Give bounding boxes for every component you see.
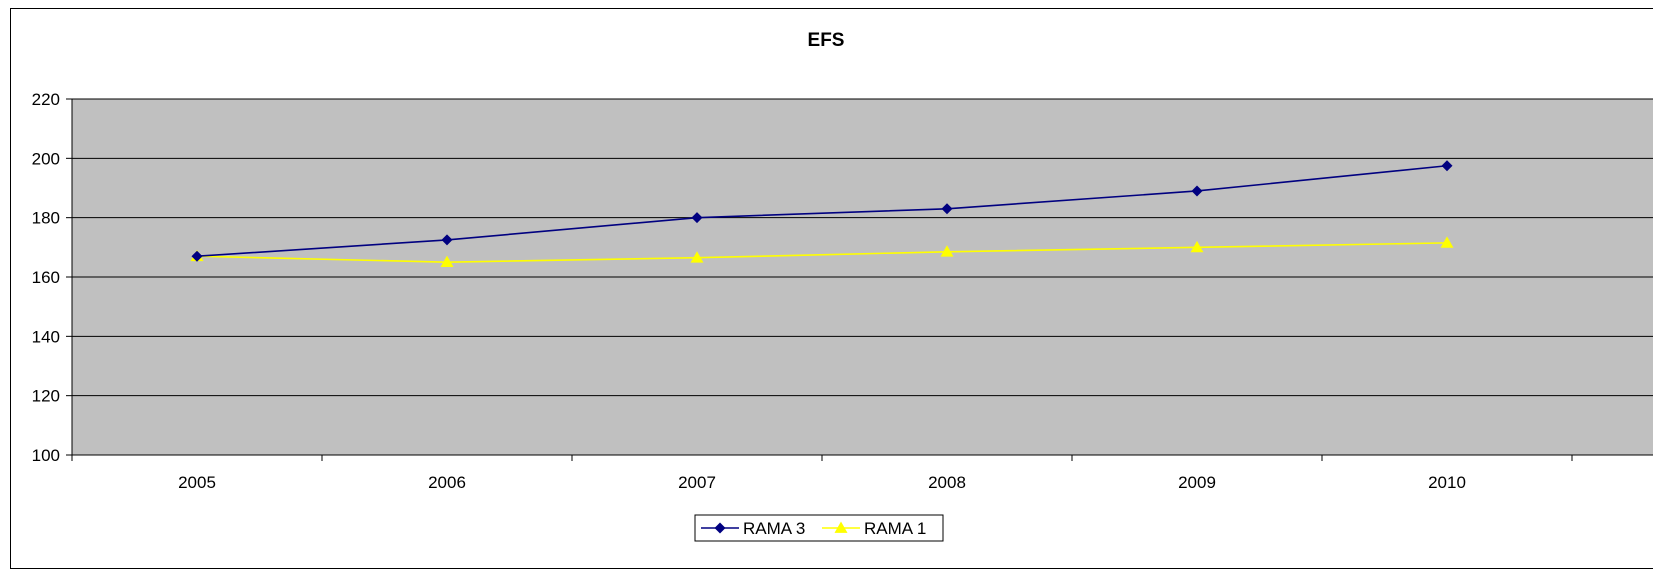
data-point — [941, 203, 953, 215]
legend-marker — [834, 521, 848, 533]
y-tick-label: 100 — [32, 446, 60, 465]
data-point — [440, 255, 454, 268]
x-tick-label: 2006 — [428, 473, 466, 492]
data-point — [1441, 160, 1453, 172]
y-tick-label: 160 — [32, 268, 60, 287]
data-point — [441, 234, 453, 246]
x-tick-label: 2005 — [178, 473, 216, 492]
chart-title: EFS — [808, 30, 845, 51]
series-line — [196, 242, 1448, 263]
data-point — [1191, 185, 1203, 197]
y-tick-label: 200 — [32, 149, 60, 168]
y-tick-label: 180 — [32, 209, 60, 228]
data-point — [940, 245, 954, 257]
y-tick-label: 220 — [32, 90, 60, 109]
x-tick-label: 2010 — [1428, 473, 1466, 492]
data-point — [1440, 236, 1454, 248]
data-point — [1190, 240, 1204, 253]
x-tick-label: 2009 — [1178, 473, 1216, 492]
legend-label: RAMA 1 — [864, 519, 926, 538]
data-point — [690, 251, 704, 263]
plot-area: 100 120 140 160 180 200 220 2005 2006 2007 2008 200… — [32, 90, 1653, 492]
legend: RAMA 3 RAMA 1 — [694, 514, 944, 542]
series-line — [196, 164, 1448, 258]
x-tick-label: 2008 — [928, 473, 966, 492]
y-tick-label: 140 — [32, 327, 60, 346]
data-point — [691, 212, 703, 224]
x-tick-label: 2007 — [678, 473, 716, 492]
data-point — [191, 250, 203, 262]
legend-label: RAMA 3 — [743, 519, 805, 538]
y-tick-label: 120 — [32, 387, 60, 406]
legend-marker — [714, 522, 726, 534]
